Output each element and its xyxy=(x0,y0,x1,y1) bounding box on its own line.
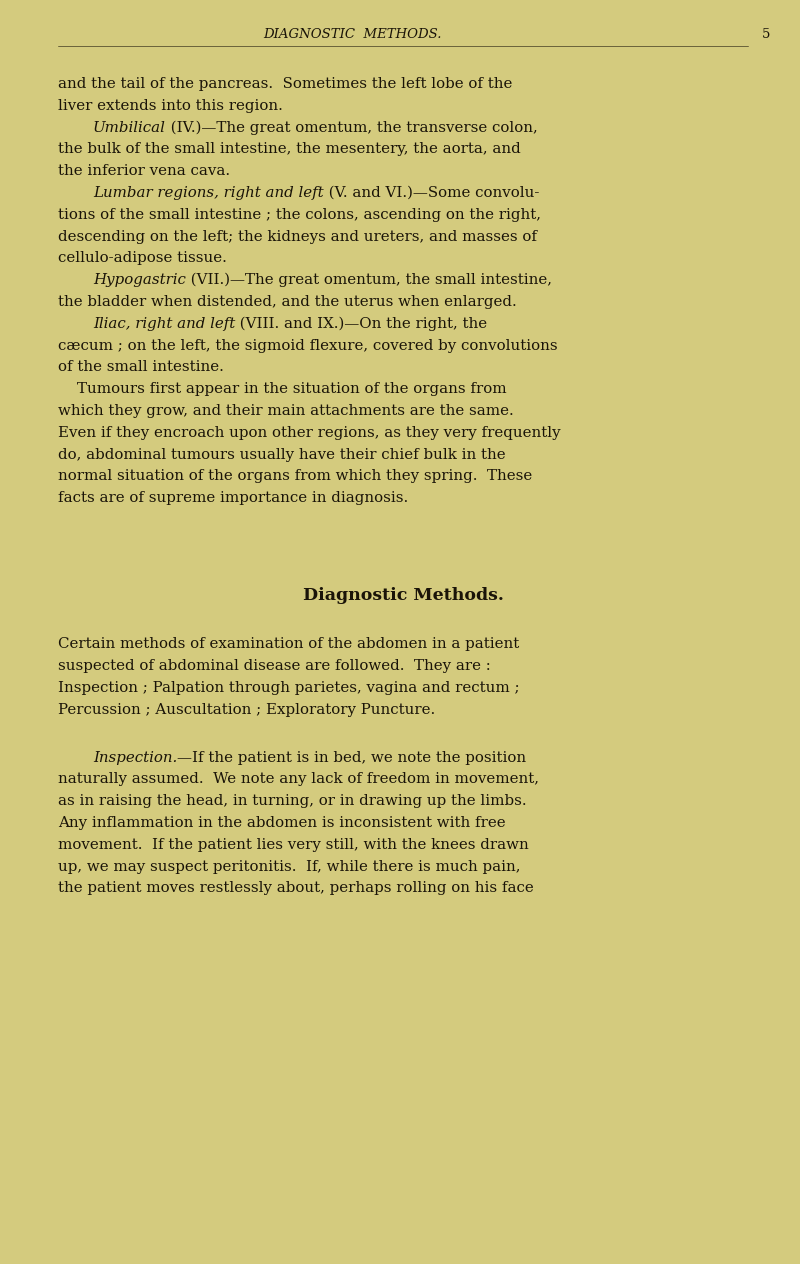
Text: DIAGNOSTIC  METHODS.: DIAGNOSTIC METHODS. xyxy=(262,28,442,40)
Text: Tumours first appear in the situation of the organs from: Tumours first appear in the situation of… xyxy=(58,382,506,396)
Text: up, we may suspect peritonitis.  If, while there is much pain,: up, we may suspect peritonitis. If, whil… xyxy=(58,860,521,873)
Text: liver extends into this region.: liver extends into this region. xyxy=(58,99,283,112)
Text: the patient moves restlessly about, perhaps rolling on his face: the patient moves restlessly about, perh… xyxy=(58,881,534,895)
Text: cellulo-adipose tissue.: cellulo-adipose tissue. xyxy=(58,252,227,265)
Text: the bladder when distended, and the uterus when enlarged.: the bladder when distended, and the uter… xyxy=(58,295,517,308)
Text: as in raising the head, in turning, or in drawing up the limbs.: as in raising the head, in turning, or i… xyxy=(58,794,526,808)
Text: Certain methods of examination of the abdomen in a patient: Certain methods of examination of the ab… xyxy=(58,637,519,651)
Text: Any inflammation in the abdomen is inconsistent with free: Any inflammation in the abdomen is incon… xyxy=(58,817,506,830)
Text: (VIII. and IX.)—On the right, the: (VIII. and IX.)—On the right, the xyxy=(235,316,487,331)
Text: Iliac, right and left: Iliac, right and left xyxy=(93,317,235,331)
Text: Hypogastric: Hypogastric xyxy=(93,273,186,287)
Text: 5: 5 xyxy=(762,28,770,40)
Text: movement.  If the patient lies very still, with the knees drawn: movement. If the patient lies very still… xyxy=(58,838,529,852)
Text: the inferior vena cava.: the inferior vena cava. xyxy=(58,164,230,178)
Text: naturally assumed.  We note any lack of freedom in movement,: naturally assumed. We note any lack of f… xyxy=(58,772,539,786)
Text: cæcum ; on the left, the sigmoid flexure, covered by convolutions: cæcum ; on the left, the sigmoid flexure… xyxy=(58,339,558,353)
Text: Lumbar regions, right and left: Lumbar regions, right and left xyxy=(93,186,324,200)
Text: Inspection ; Palpation through parietes, vagina and rectum ;: Inspection ; Palpation through parietes,… xyxy=(58,681,520,695)
Text: facts are of supreme importance in diagnosis.: facts are of supreme importance in diagn… xyxy=(58,492,408,506)
Text: (V. and VI.)—Some convolu-: (V. and VI.)—Some convolu- xyxy=(324,186,539,200)
Text: do, abdominal tumours usually have their chief bulk in the: do, abdominal tumours usually have their… xyxy=(58,447,506,461)
Text: —If the patient is in bed, we note the position: —If the patient is in bed, we note the p… xyxy=(178,751,526,765)
Text: normal situation of the organs from which they spring.  These: normal situation of the organs from whic… xyxy=(58,469,532,483)
Text: the bulk of the small intestine, the mesentery, the aorta, and: the bulk of the small intestine, the mes… xyxy=(58,143,521,157)
Text: Even if they encroach upon other regions, as they very frequently: Even if they encroach upon other regions… xyxy=(58,426,561,440)
Text: suspected of abdominal disease are followed.  They are :: suspected of abdominal disease are follo… xyxy=(58,659,490,672)
Text: Inspection.: Inspection. xyxy=(93,751,178,765)
Text: (IV.)—The great omentum, the transverse colon,: (IV.)—The great omentum, the transverse … xyxy=(166,120,538,134)
Text: which they grow, and their main attachments are the same.: which they grow, and their main attachme… xyxy=(58,404,514,418)
Text: of the small intestine.: of the small intestine. xyxy=(58,360,224,374)
Text: tions of the small intestine ; the colons, ascending on the right,: tions of the small intestine ; the colon… xyxy=(58,207,541,221)
Text: Percussion ; Auscultation ; Exploratory Puncture.: Percussion ; Auscultation ; Exploratory … xyxy=(58,703,435,717)
Text: Diagnostic Methods.: Diagnostic Methods. xyxy=(302,588,503,604)
Text: Umbilical: Umbilical xyxy=(93,120,166,134)
Text: descending on the left; the kidneys and ureters, and masses of: descending on the left; the kidneys and … xyxy=(58,230,537,244)
Text: and the tail of the pancreas.  Sometimes the left lobe of the: and the tail of the pancreas. Sometimes … xyxy=(58,77,512,91)
Text: (VII.)—The great omentum, the small intestine,: (VII.)—The great omentum, the small inte… xyxy=(186,273,552,287)
